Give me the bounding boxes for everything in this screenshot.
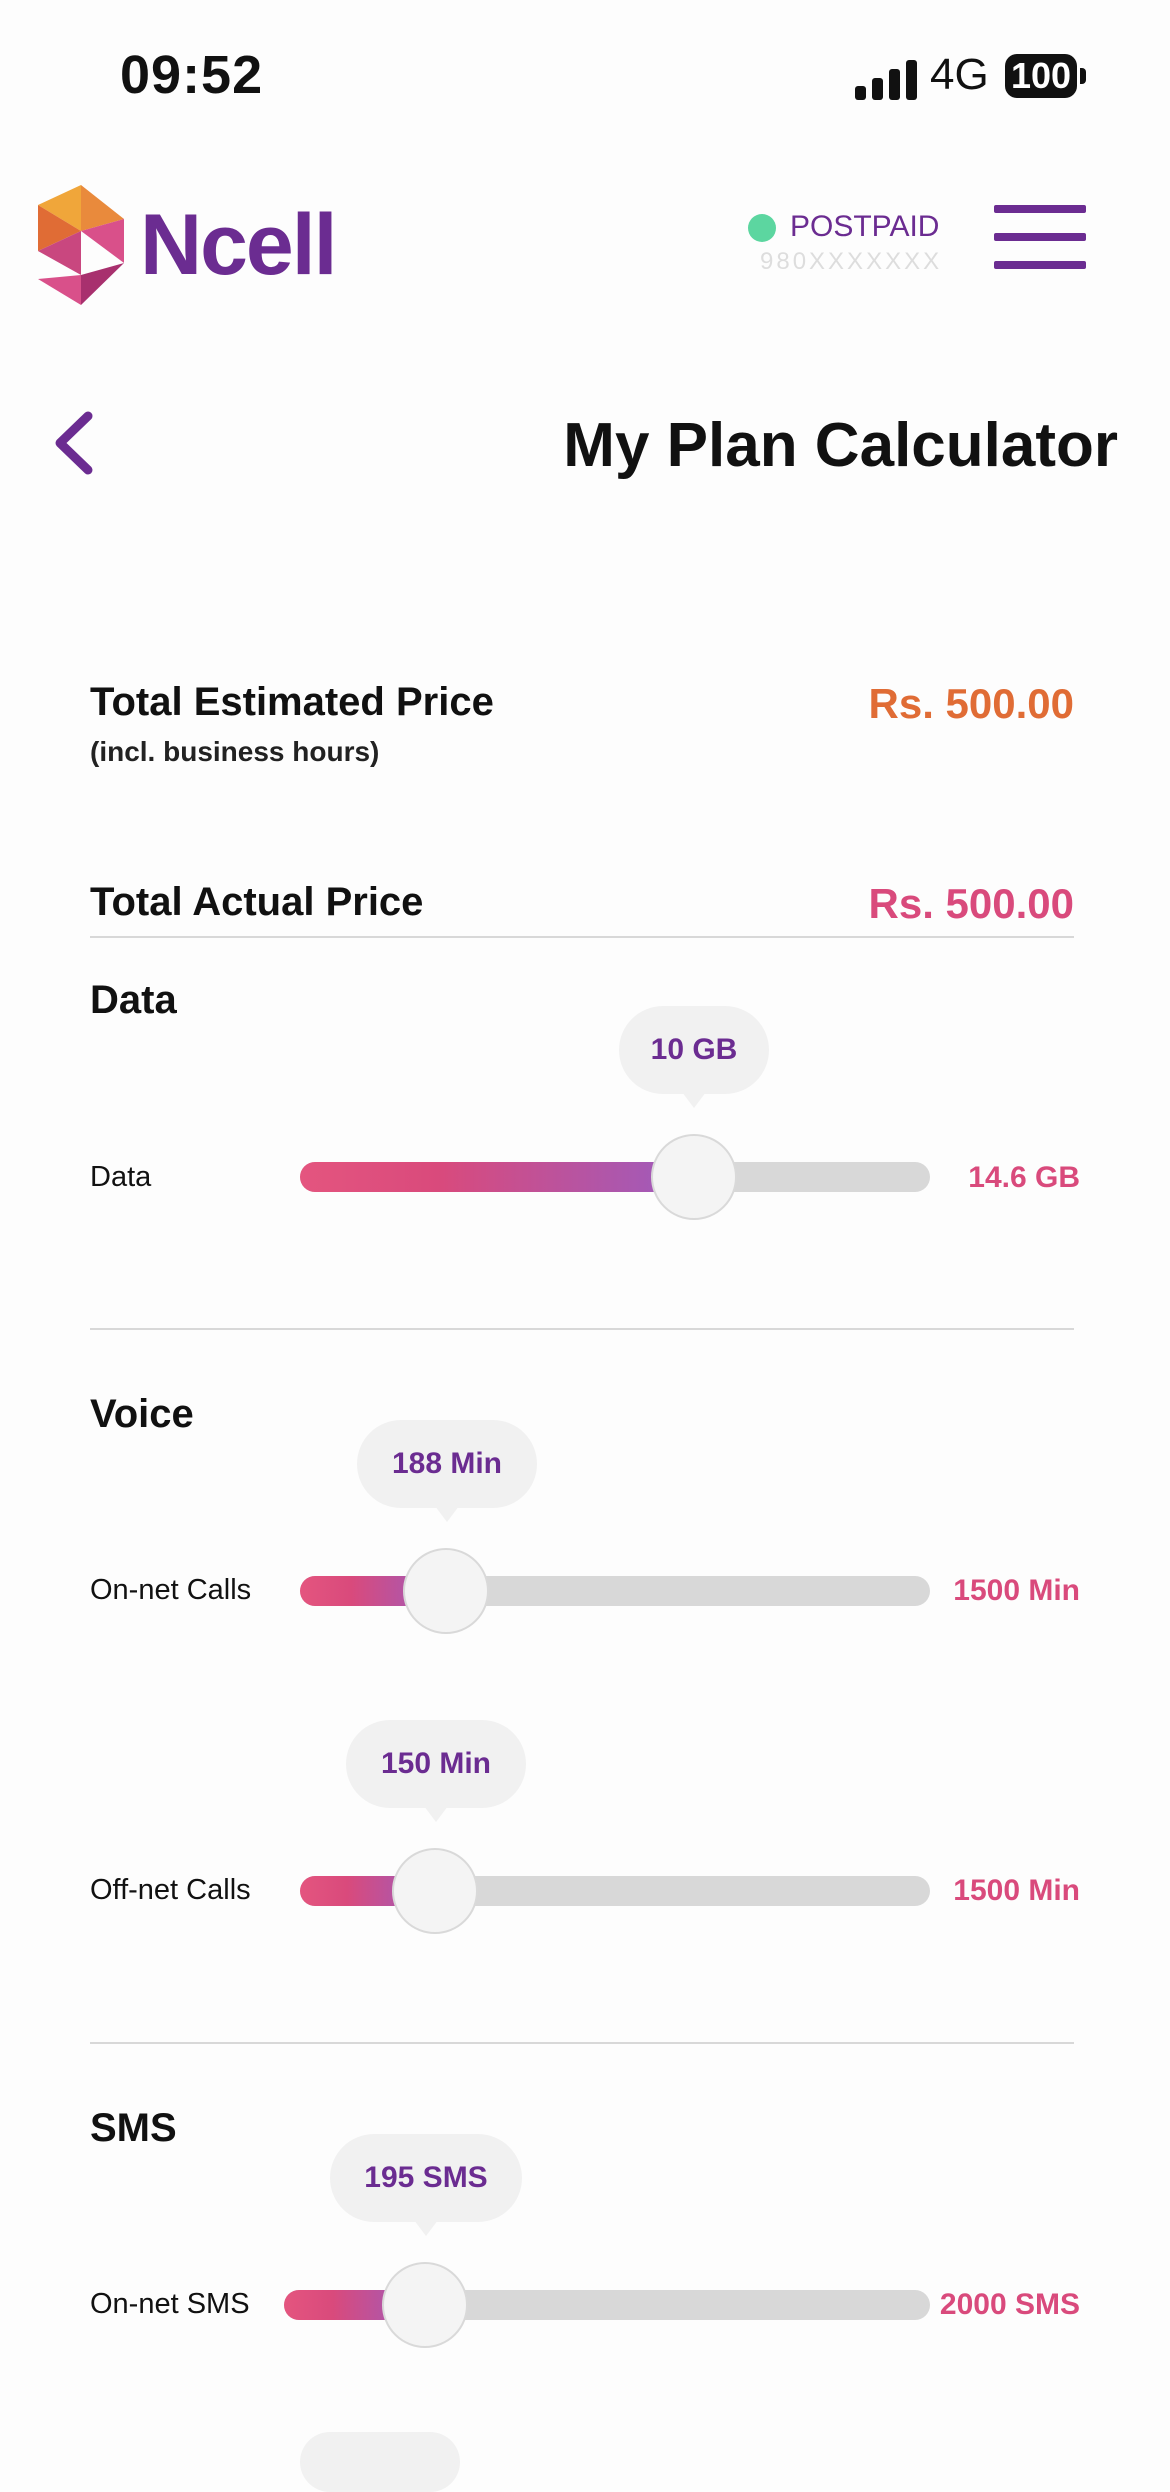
data-section-title: Data — [90, 978, 177, 1022]
network-type: 4G — [930, 50, 989, 99]
voice-section-title: Voice — [90, 1392, 194, 1436]
status-time: 09:52 — [120, 45, 264, 105]
onnet-sms-max-value: 2000 SMS — [939, 2288, 1080, 2321]
data-max-value: 14.6 GB — [968, 1161, 1080, 1194]
estimated-price-label: Total Estimated Price — [90, 680, 494, 724]
offnet-calls-max-value: 1500 Min — [953, 1874, 1080, 1907]
actual-price-label: Total Actual Price — [90, 880, 424, 924]
plan-type[interactable]: POSTPAID — [790, 210, 940, 243]
offnet-sms-value-bubble — [300, 2432, 460, 2492]
battery-tip — [1080, 68, 1086, 84]
brand-name: Ncell — [140, 197, 338, 293]
data-slider-track[interactable] — [300, 1162, 930, 1192]
data-value-bubble: 10 GB — [619, 1006, 769, 1094]
onnet-calls-max-value: 1500 Min — [953, 1574, 1080, 1607]
data-slider-thumb[interactable] — [651, 1134, 737, 1220]
hamburger-menu-icon[interactable] — [994, 205, 1086, 269]
actual-price-value: Rs. 500.00 — [868, 880, 1075, 927]
sms-section-title: SMS — [90, 2106, 177, 2150]
bubble-pointer — [682, 1092, 706, 1108]
onnet-sms-label: On-net SMS — [90, 2288, 250, 2320]
ncell-logo-icon — [38, 185, 124, 305]
bubble-pointer — [414, 2220, 438, 2236]
onnet-sms-slider-track[interactable] — [284, 2290, 930, 2320]
plan-number: 980XXXXXXX — [760, 248, 943, 275]
bubble-pointer — [435, 1506, 459, 1522]
onnet-sms-slider-thumb[interactable] — [382, 2262, 468, 2348]
bubble-pointer — [424, 1806, 448, 1822]
data-slider-fill — [300, 1162, 695, 1192]
onnet-calls-label: On-net Calls — [90, 1574, 252, 1606]
section-divider — [90, 1328, 1074, 1330]
onnet-sms-value-bubble: 195 SMS — [330, 2134, 522, 2222]
onnet-calls-value-bubble: 188 Min — [357, 1420, 537, 1508]
onnet-calls-slider-thumb[interactable] — [403, 1548, 489, 1634]
page-title: My Plan Calculator — [563, 411, 1118, 480]
back-chevron-icon[interactable] — [50, 408, 100, 478]
section-divider — [90, 2042, 1074, 2044]
offnet-calls-value-bubble: 150 Min — [346, 1720, 526, 1808]
estimated-price-value: Rs. 500.00 — [868, 680, 1075, 727]
battery-icon: 100 — [1005, 54, 1077, 98]
cellular-signal-icon — [855, 58, 917, 100]
data-row-label: Data — [90, 1161, 152, 1193]
onnet-calls-slider-track[interactable] — [300, 1576, 930, 1606]
summary-divider — [90, 936, 1074, 938]
offnet-calls-slider-thumb[interactable] — [392, 1848, 478, 1934]
estimated-price-note: (incl. business hours) — [90, 736, 380, 767]
offnet-calls-label: Off-net Calls — [90, 1874, 251, 1906]
status-dot-icon — [748, 214, 776, 242]
